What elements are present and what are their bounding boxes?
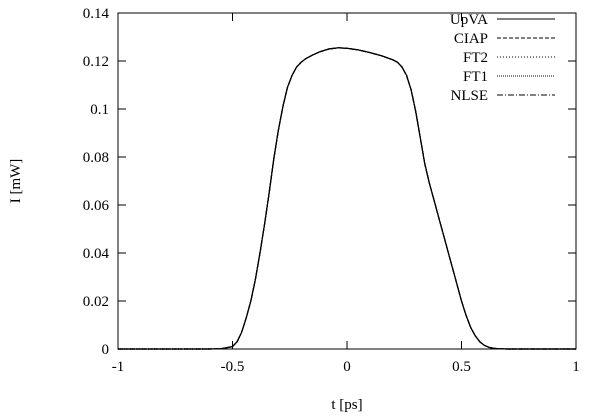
series-line-nlse	[118, 47, 576, 350]
series-line-ft1	[118, 47, 576, 350]
series-line-ciap	[118, 47, 576, 350]
y-tick-label: 0.04	[83, 246, 110, 262]
y-tick-label: 0.1	[90, 102, 109, 118]
plot-lines	[118, 47, 576, 350]
legend-label-ft2: FT2	[463, 50, 488, 66]
x-tick-label: 0	[343, 359, 351, 375]
legend-label-ciap: CIAP	[454, 31, 488, 47]
legend: UpVA CIAP FT2 FT1 NLSE	[450, 12, 555, 104]
y-tick-label: 0	[102, 342, 110, 358]
series-line-ft2	[118, 47, 576, 350]
y-axis-title: I [mW]	[8, 159, 24, 204]
y-tick-label: 0.14	[83, 6, 110, 22]
x-tick-label: 0.5	[452, 359, 471, 375]
y-axis: 0 0.02 0.04 0.06 0.08 0.1 0.12 0.14	[83, 6, 576, 358]
y-tick-label: 0.08	[83, 150, 109, 166]
legend-label-ft1: FT1	[463, 69, 488, 85]
x-tick-label: 1	[572, 359, 580, 375]
series-line-upva	[118, 47, 576, 350]
plot-frame	[117, 12, 577, 350]
y-tick-label: 0.06	[83, 198, 110, 214]
x-axis-title: t [ps]	[331, 397, 362, 413]
x-axis: -1 -0.5 0 0.5 1	[112, 13, 580, 375]
x-tick-label: -1	[112, 359, 125, 375]
x-tick-label: -0.5	[221, 359, 245, 375]
legend-label-upva: UpVA	[450, 12, 488, 28]
legend-label-nlse: NLSE	[451, 88, 489, 104]
y-tick-label: 0.02	[83, 294, 109, 310]
y-tick-label: 0.12	[83, 54, 109, 70]
